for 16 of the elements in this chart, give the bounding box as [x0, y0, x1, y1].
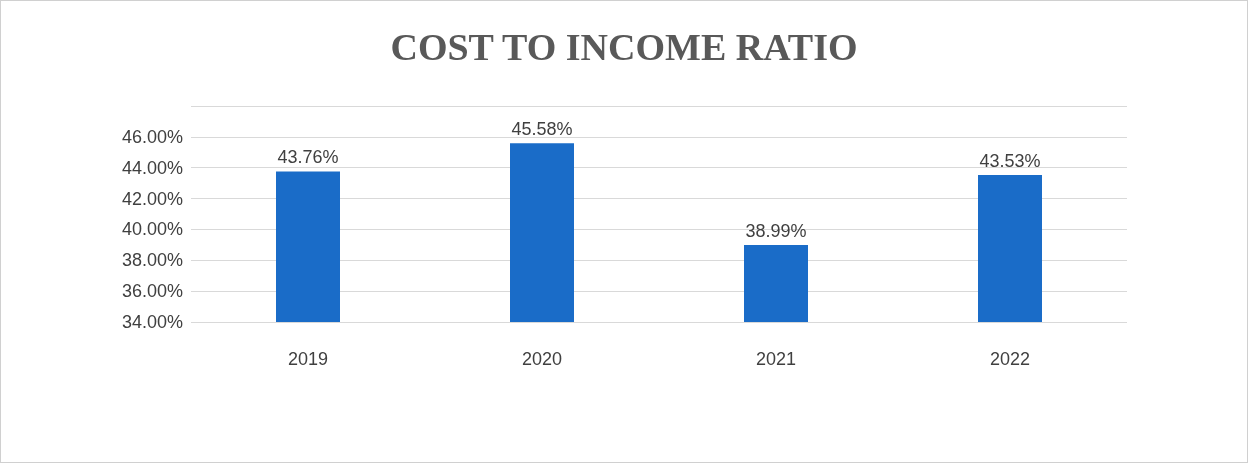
data-label: 38.99%	[745, 221, 807, 242]
x-tick-label: 2021	[755, 349, 797, 369]
y-tick-label: 36.00%	[121, 281, 183, 302]
y-tick-label: 34.00%	[121, 312, 183, 332]
x-tick-label: 2020	[521, 349, 563, 369]
y-tick-label: 42.00%	[121, 188, 183, 209]
chart-title: COST TO INCOME RATIO	[390, 26, 858, 68]
y-tick-label: 46.00%	[121, 126, 183, 147]
data-label: 45.58%	[511, 119, 573, 140]
x-tick-label: 2019	[287, 349, 329, 369]
y-tick-label: 44.00%	[121, 157, 183, 178]
x-tick-label: 2022	[989, 349, 1031, 369]
data-label: 43.76%	[277, 147, 339, 168]
data-label: 43.53%	[979, 150, 1041, 171]
y-tick-label: 38.00%	[121, 250, 183, 271]
y-tick-label: 40.00%	[121, 219, 183, 240]
